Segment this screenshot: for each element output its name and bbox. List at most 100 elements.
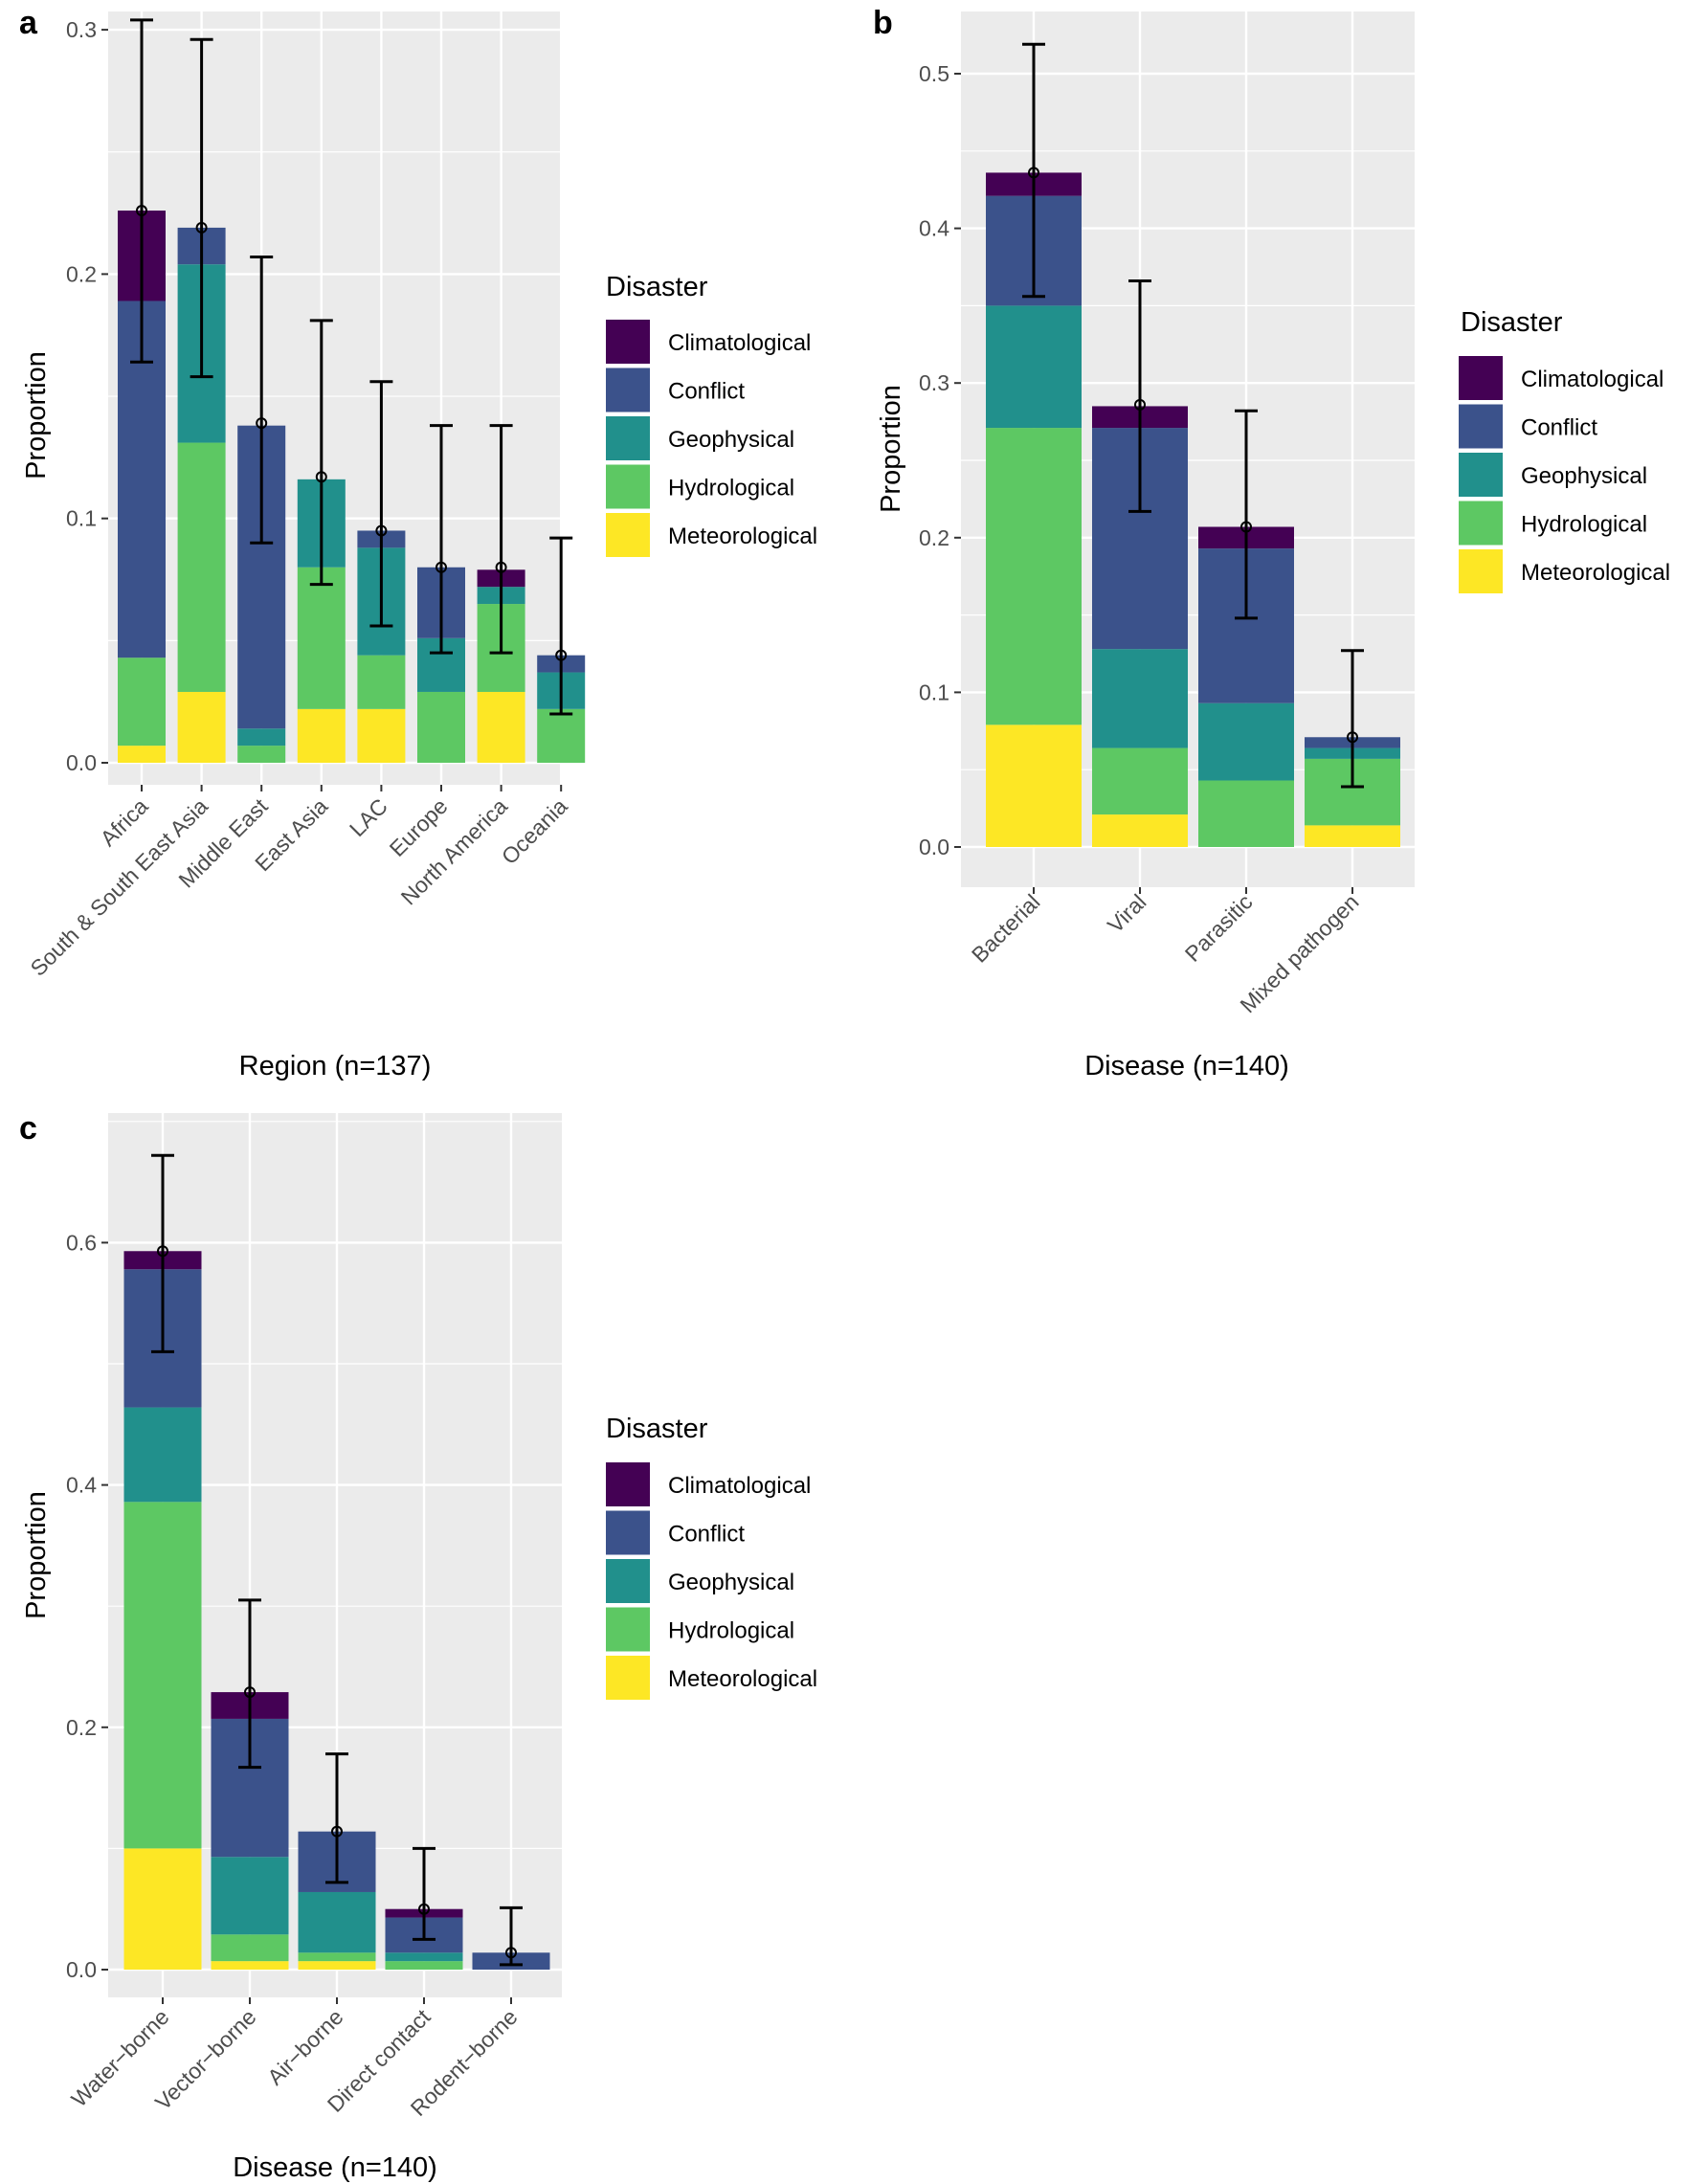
bar-segment-geophysical [211, 1857, 289, 1935]
error-bar [325, 1752, 348, 1884]
legend-item-climatological: Climatological [606, 1462, 811, 1506]
x-tick-label: Viral [1103, 889, 1151, 938]
y-tick-label: 0.2 [66, 1715, 97, 1740]
legend-item-geophysical: Geophysical [606, 416, 794, 460]
point-estimate [495, 561, 507, 573]
legend-item-meteorological: Meteorological [606, 513, 817, 557]
legend-swatch [1459, 549, 1503, 593]
panel-c-legend: Disaster Climatological Conflict Geophysic… [606, 1414, 817, 1700]
point-estimate [256, 417, 268, 430]
legend-label: Conflict [668, 379, 745, 405]
legend-label: Climatological [668, 330, 811, 356]
y-tick-label: 0.2 [66, 261, 97, 286]
y-tick-label: 0.5 [919, 61, 949, 86]
bar-segment-meteorological [297, 708, 346, 763]
legend-swatch [606, 513, 650, 557]
y-tick-label: 0.4 [66, 1473, 97, 1498]
legend-label: Geophysical [668, 1570, 794, 1595]
legend-swatch [606, 1462, 650, 1506]
y-tick-label: 0.3 [66, 17, 97, 42]
legend-label: Hydrological [668, 1618, 794, 1644]
bar-segment-hydrological [211, 1934, 289, 1962]
x-tick-label: Parasitic [1180, 889, 1258, 967]
panel-b-error-bars [1022, 42, 1364, 789]
legend-label: Conflict [668, 1522, 745, 1548]
bar-segment-meteorological [1092, 814, 1188, 847]
legend-label: Hydrological [668, 476, 794, 501]
bar-segment-meteorological [986, 724, 1082, 847]
y-tick-label: 0.3 [919, 370, 949, 395]
legend-item-geophysical: Geophysical [1459, 453, 1647, 497]
x-tick-label: Air−borne [262, 2004, 347, 2089]
point-estimate [157, 1245, 168, 1258]
legend-swatch [606, 368, 650, 412]
bar-segment-hydrological [1198, 780, 1294, 847]
panel-c-error-bars [151, 1153, 523, 1967]
bar-segment-hydrological [123, 1502, 202, 1849]
bar-segment-meteorological [118, 746, 166, 763]
bar-segment-hydrological [357, 655, 406, 709]
panel-a-x-axis-title: Region (n=137) [239, 1051, 432, 1081]
panel-b-y-ticks: 0.0 0.1 0.2 0.3 0.4 0.5 [919, 61, 961, 859]
y-tick-label: 0.2 [919, 525, 949, 550]
legend-swatch [1459, 356, 1503, 400]
bar-segment-geophysical [986, 305, 1082, 429]
point-estimate [244, 1686, 256, 1699]
panel-b-x-axis-title: Disease (n=140) [1084, 1051, 1289, 1081]
panel-a-y-ticks: 0.0 0.1 0.2 0.3 [66, 17, 108, 775]
panel-a-error-bars [130, 18, 573, 716]
bar-segment-geophysical [123, 1407, 202, 1503]
error-bar [549, 536, 573, 716]
bar-segment-meteorological [298, 1961, 376, 1970]
legend-item-hydrological: Hydrological [606, 464, 794, 509]
bar-segment-hydrological [237, 746, 286, 763]
error-bar [413, 1846, 435, 1941]
error-bar [489, 424, 513, 655]
panel-b-legend: Disaster Climatological Conflict Geophysic… [1459, 307, 1670, 593]
bar-segment-hydrological [177, 442, 226, 692]
bar-segment-hydrological [297, 567, 346, 709]
legend-item-climatological: Climatological [606, 320, 811, 364]
legend-swatch [606, 464, 650, 509]
panel-a-letter: a [19, 5, 38, 41]
bar-segment-meteorological [477, 691, 525, 763]
legend-item-hydrological: Hydrological [1459, 501, 1647, 546]
bar-segment-meteorological [1305, 825, 1400, 847]
panel-c-letter: c [19, 1110, 37, 1147]
legend-label: Meteorological [1521, 560, 1670, 586]
legend-swatch [1459, 501, 1503, 546]
error-bar [130, 18, 153, 364]
bar-segment-hydrological [385, 1961, 463, 1970]
legend-label: Conflict [1521, 415, 1597, 441]
error-bar [309, 319, 333, 587]
bar-segment-meteorological [123, 1848, 202, 1970]
legend-item-geophysical: Geophysical [606, 1559, 794, 1603]
bar-segment-hydrological [537, 708, 586, 763]
legend-swatch [606, 416, 650, 460]
point-estimate [505, 1947, 517, 1959]
legend-item-climatological: Climatological [1459, 356, 1664, 400]
legend-swatch [606, 1510, 650, 1555]
legend-title: Disaster [606, 272, 708, 302]
legend-title: Disaster [1461, 307, 1563, 338]
bar-segment-meteorological [357, 708, 406, 763]
error-bar [369, 380, 393, 628]
error-bar [238, 1598, 261, 1770]
bar-segment-hydrological [118, 657, 166, 747]
legend-swatch [1459, 453, 1503, 497]
y-tick-label: 0.6 [66, 1230, 97, 1255]
error-bar [250, 256, 274, 545]
point-estimate [1240, 521, 1252, 533]
panel-b: b 0.0 0.1 0.2 0.3 0.4 0.5 Bacterial Viral Paras… [873, 5, 1670, 1081]
x-tick-label: LAC [345, 793, 392, 841]
bar-segment-meteorological [211, 1961, 289, 1970]
error-bar [1128, 279, 1151, 513]
legend-item-meteorological: Meteorological [1459, 549, 1670, 593]
point-estimate [435, 561, 447, 573]
point-estimate [136, 205, 147, 217]
point-estimate [418, 1903, 430, 1915]
legend-label: Climatological [668, 1473, 811, 1499]
legend-swatch [606, 1607, 650, 1652]
